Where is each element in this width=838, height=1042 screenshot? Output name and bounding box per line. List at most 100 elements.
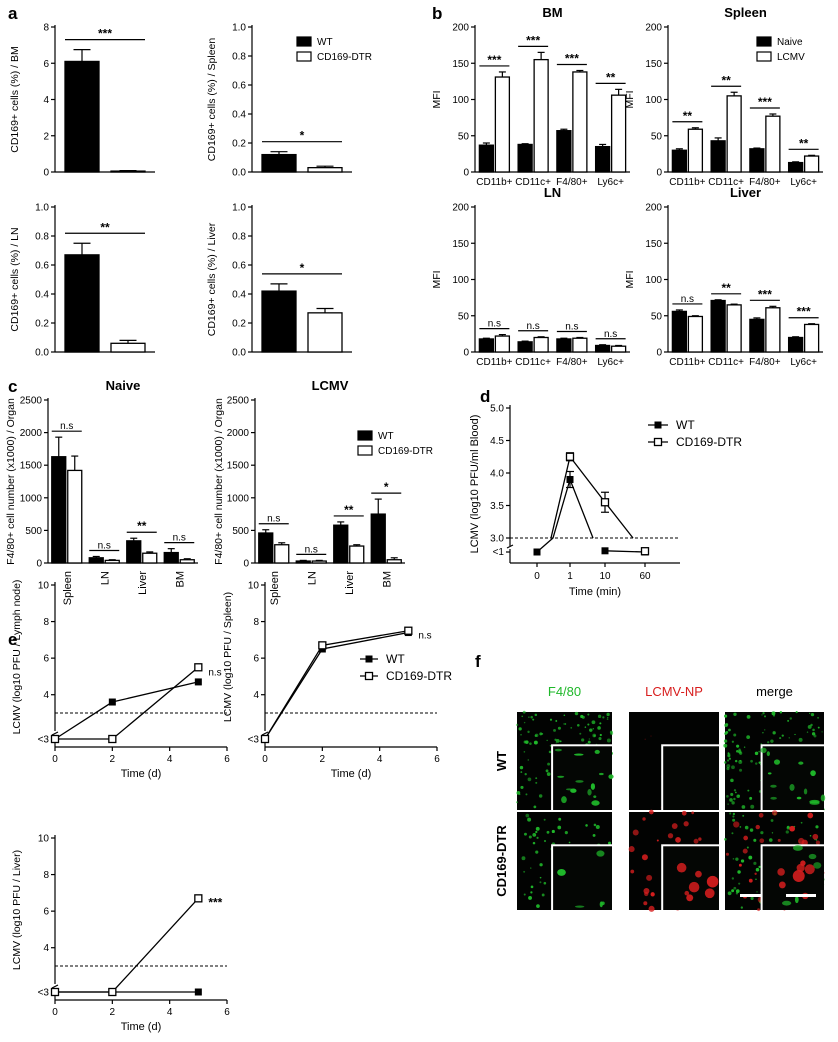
red-speck bbox=[748, 878, 753, 883]
y-tick-label: 6 bbox=[43, 59, 49, 70]
green-speck bbox=[781, 734, 784, 737]
bar bbox=[726, 304, 742, 353]
green-speck bbox=[733, 712, 737, 716]
chart-b-1: 050100150200MFIBM***CD11b+***CD11c+***F4… bbox=[431, 5, 630, 188]
marker-dtr bbox=[194, 894, 203, 903]
green-speck bbox=[592, 833, 596, 837]
green-speck bbox=[736, 749, 739, 753]
green-speck bbox=[731, 765, 735, 770]
x-tick-label: 2 bbox=[110, 1007, 116, 1018]
chart-title: Spleen bbox=[724, 5, 767, 20]
green-speck bbox=[585, 824, 588, 827]
green-speck bbox=[584, 726, 587, 728]
green-speck bbox=[812, 728, 815, 732]
green-speck bbox=[787, 719, 790, 722]
x-tick-label: 4 bbox=[167, 1007, 173, 1018]
inset-green bbox=[557, 775, 565, 778]
y-tick-label: 3.0 bbox=[490, 534, 504, 545]
green-speck bbox=[773, 714, 775, 717]
x-tick-label: F4/80+ bbox=[749, 357, 781, 368]
green-speck bbox=[523, 893, 526, 896]
x-tick-label: Liver bbox=[137, 571, 149, 595]
inset-green bbox=[554, 748, 562, 752]
column-header: merge bbox=[756, 684, 793, 699]
bar bbox=[765, 307, 781, 353]
bar bbox=[349, 545, 365, 564]
panel-letter-c: c bbox=[8, 377, 17, 396]
green-speck bbox=[530, 891, 533, 894]
legend-marker-wt bbox=[654, 421, 662, 429]
y-tick-label: 0.0 bbox=[232, 348, 246, 359]
green-speck bbox=[530, 885, 534, 889]
bar bbox=[610, 345, 627, 353]
y-tick-label: 1500 bbox=[20, 461, 43, 472]
green-speck bbox=[754, 751, 759, 756]
y-tick-label: 0.4 bbox=[232, 110, 246, 121]
green-speck bbox=[738, 750, 742, 754]
red-speck bbox=[743, 835, 749, 841]
legend-marker-wt bbox=[365, 655, 373, 663]
series-line-wt bbox=[264, 631, 409, 740]
green-speck bbox=[743, 746, 746, 748]
y-axis-label: MFI bbox=[431, 270, 443, 288]
green-speck bbox=[595, 824, 600, 829]
green-speck bbox=[735, 889, 740, 894]
y-tick-label: 200 bbox=[452, 203, 469, 214]
green-speck bbox=[731, 832, 734, 835]
chart-b-2: 050100150200MFISpleen**CD11b+**CD11c+***… bbox=[624, 5, 823, 188]
x-tick-label: Ly6c+ bbox=[790, 357, 817, 368]
significance-label: *** bbox=[98, 27, 112, 41]
scale-bar bbox=[740, 894, 762, 897]
y-tick-label: 0.2 bbox=[232, 139, 246, 150]
chart-a-2: 0.0 0.2 0.4 0.6 0.8 1.0 CD169+ cells (%) / Spl… bbox=[206, 23, 352, 179]
x-tick-label: BM bbox=[381, 571, 393, 588]
chart-e-3: 4 6 8 10 <30 2 4 6 Time (d) LCMV (log10 PFU / Liv… bbox=[11, 834, 230, 1034]
green-speck bbox=[733, 789, 737, 792]
bar bbox=[787, 161, 804, 173]
legend-b: Naive LCMV bbox=[756, 36, 805, 63]
marker-dtr bbox=[194, 663, 203, 672]
green-speck bbox=[746, 735, 751, 740]
green-speck bbox=[543, 839, 547, 843]
x-tick-label: 0 bbox=[262, 754, 268, 765]
green-speck bbox=[788, 737, 790, 739]
green-speck bbox=[516, 801, 519, 804]
green-speck bbox=[734, 759, 738, 763]
red-speck bbox=[693, 838, 699, 844]
green-speck bbox=[564, 723, 567, 725]
bar bbox=[671, 310, 688, 353]
green-speck bbox=[521, 715, 523, 718]
inset-green bbox=[557, 868, 566, 876]
chart-title: LN bbox=[544, 185, 561, 200]
green-speck bbox=[738, 760, 743, 764]
green-speck bbox=[523, 751, 526, 753]
green-speck bbox=[555, 720, 558, 722]
green-speck bbox=[533, 740, 538, 745]
bar bbox=[533, 336, 549, 353]
y-tick-label: 10 bbox=[248, 581, 260, 592]
green-speck bbox=[533, 805, 537, 809]
green-speck bbox=[733, 733, 737, 737]
green-speck bbox=[593, 823, 597, 827]
bar bbox=[274, 544, 290, 564]
green-speck bbox=[733, 886, 737, 890]
green-speck bbox=[534, 734, 538, 737]
red-speck bbox=[698, 837, 702, 841]
green-speck bbox=[725, 730, 729, 734]
bar bbox=[749, 318, 765, 353]
green-speck bbox=[518, 727, 522, 731]
green-speck bbox=[800, 821, 803, 824]
green-speck bbox=[557, 825, 562, 830]
red-speck bbox=[742, 848, 748, 854]
y-tick-label: 50 bbox=[651, 131, 663, 142]
significance-label: n.s bbox=[60, 421, 73, 432]
x-tick-label: Spleen bbox=[62, 571, 74, 605]
y-tick-label: 150 bbox=[452, 59, 469, 70]
red-speck bbox=[691, 811, 695, 815]
x-tick-label: CD11b+ bbox=[669, 357, 705, 368]
green-speck bbox=[581, 738, 585, 742]
green-speck bbox=[744, 825, 749, 830]
x-axis-label: Time (d) bbox=[121, 1021, 162, 1033]
x-tick-label: 0 bbox=[534, 571, 540, 582]
x-tick-label: F4/80+ bbox=[556, 357, 588, 368]
